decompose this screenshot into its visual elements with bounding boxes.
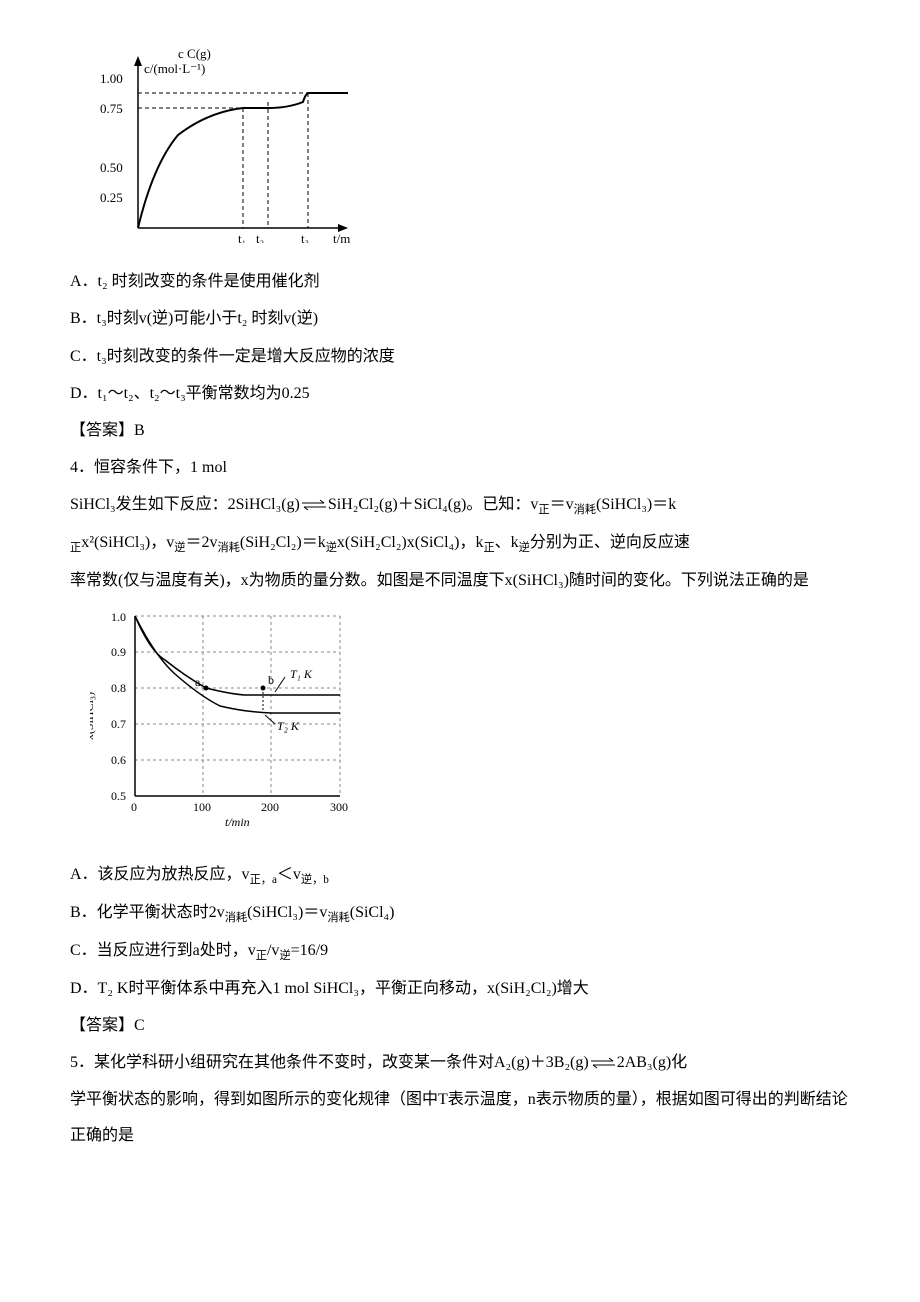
q4-s2b: SiH₂Cl₂(g)＋SiCl₄(g)。已知：v [328,496,539,513]
chart2-ylabel: x(SiHCl₃) [90,692,96,740]
chart-q4-svg: 0.5 0.6 0.7 0.8 0.9 1.0 0 100 200 300 t/… [90,606,360,836]
q4-s3a: x²(SiHCl₃)，v [81,534,174,551]
q4-s3c: (SiH₂Cl₂)＝k [240,534,326,551]
sub-ni3: 逆 [519,542,530,554]
equil-icon [300,487,328,522]
ytick-025: 0.25 [100,190,123,205]
ytick-050: 0.50 [100,160,123,175]
chart-q4: 0.5 0.6 0.7 0.8 0.9 1.0 0 100 200 300 t/… [90,606,850,849]
q4-stem-line2: SiHCl₃发生如下反应：2SiHCl₃(g) SiH₂Cl₂(g)＋SiCl₄(… [70,487,850,523]
chart1-ylabel-unit: c/(mol·L⁻¹) [144,61,205,76]
chart2-t1-arrow [275,677,285,692]
q4-option-d: D．T₂ K时平衡体系中再充入1 mol SiHCl₃，平衡正向移动，x(SiH… [70,971,850,1006]
xtick-t1: t₁ [238,231,246,243]
q4-stem-line1: 4．恒容条件下，1 mol [70,450,850,485]
chart2-t1-label: T₁ K [290,667,313,681]
y-arrow [134,56,142,66]
q3-option-d: D．t₁～t₂、t₂～t₃平衡常数均为0.25 [70,376,850,411]
sub-ni2: 逆 [326,542,337,554]
chart2-curve-t1 [135,616,340,695]
q3-option-b: B．t₃时刻v(逆)可能小于t₂ 时刻v(逆) [70,301,850,336]
chart2-label-a: a [195,675,201,689]
q5-stem-line2: 学平衡状态的影响，得到如图所示的变化规律（图中T表示温度，n表示物质的量），根据… [70,1082,850,1152]
q4-stem-line4: 率常数(仅与温度有关)，x为物质的量分数。如图是不同温度下x(SiHCl₃)随时… [70,563,850,598]
q4-s2d: (SiHCl₃)＝k [596,496,676,513]
q4-s3d: x(SiH₂Cl₂)x(SiCl₄)，k [337,534,484,551]
q4-option-a: A．该反应为放热反应，v正，a＜v逆，b [70,857,850,893]
xtick-t3: t₃ [301,231,309,243]
q3-answer: 【答案】B [70,413,850,448]
ytick2-10: 1.0 [111,610,126,624]
q4c-2: /v [267,942,279,959]
sub-zheng2: 正 [70,542,81,554]
q4a-sub1: 正，a [250,875,277,887]
q4-answer: 【答案】C [70,1008,850,1043]
q4b-sub1: 消耗 [225,912,247,924]
xtick2-100: 100 [193,800,211,814]
q4c-1: C．当反应进行到a处时，v [70,942,256,959]
q4c-sub2: 逆 [279,950,290,962]
chart2-point-a [204,686,209,691]
q3-option-c: C．t₃时刻改变的条件一定是增大反应物的浓度 [70,339,850,374]
chart-q3-svg: c C(g) c/(mol·L⁻¹) 0.25 0.50 0.75 1.00 t… [90,48,350,243]
chart2-curve-t2 [135,616,340,713]
chart2-t2-arrow [265,715,275,724]
q4-s2a: SiHCl₃发生如下反应：2SiHCl₃(g) [70,496,300,513]
chart-q3: c C(g) c/(mol·L⁻¹) 0.25 0.50 0.75 1.00 t… [90,48,850,256]
ytick-075: 0.75 [100,101,123,116]
q3-option-a: A．t₂ 时刻改变的条件是使用催化剂 [70,264,850,299]
q4c-3: =16/9 [291,942,328,959]
chart1-xlabel: t/min [333,231,350,243]
chart2-label-b: b [268,673,274,687]
q4-option-b: B．化学平衡状态时2v消耗(SiHCl₃)＝v消耗(SiCl₄) [70,895,850,931]
xtick2-300: 300 [330,800,348,814]
q4-s3f: 分别为正、逆向反应速 [530,534,690,551]
q5-stem-line1: 5．某化学科研小组研究在其他条件不变时，改变某一条件对A₂(g)＋3B₂(g) 2… [70,1045,850,1080]
chart2-xlabel: t/min [225,815,250,829]
equil-icon-2 [589,1045,617,1080]
q5-s1b: 2AB₃(g)化 [617,1054,687,1071]
chart2-grid [135,616,340,796]
ytick2-09: 0.9 [111,645,126,659]
xtick2-0: 0 [131,800,137,814]
q4-s3e: 、k [495,534,519,551]
xtick2-200: 200 [261,800,279,814]
q4a-sub2: 逆，b [301,875,329,887]
ytick-100: 1.00 [100,71,123,86]
q4a-1: A．该反应为放热反应，v [70,866,250,883]
q4c-sub1: 正 [256,950,267,962]
chart1-ylabel-top: c C(g) [178,48,211,61]
sub-xh2: 消耗 [217,542,239,554]
q4-option-c: C．当反应进行到a处时，v正/v逆=16/9 [70,933,850,969]
ytick2-07: 0.7 [111,717,126,731]
q4b-3: (SiCl₄) [350,904,395,921]
q4a-2: ＜v [277,866,301,883]
xtick-t2: t₂ [256,231,264,243]
ytick2-06: 0.6 [111,753,126,767]
chart2-t2-label: T₂ K [277,719,300,733]
q4-s3b: ＝2v [185,534,217,551]
q4-stem-line3: 正x²(SiHCl₃)，v逆＝2v消耗(SiH₂Cl₂)＝k逆x(SiH₂Cl₂… [70,525,850,561]
sub-xh1: 消耗 [574,505,596,517]
sub-ni1: 逆 [174,542,185,554]
ytick2-05: 0.5 [111,789,126,803]
q4b-1: B．化学平衡状态时2v [70,904,225,921]
ytick2-08: 0.8 [111,681,126,695]
sub-zheng1: 正 [538,505,549,517]
q4b-2: (SiHCl₃)＝v [247,904,327,921]
q5-s1a: 5．某化学科研小组研究在其他条件不变时，改变某一条件对A₂(g)＋3B₂(g) [70,1054,589,1071]
sub-zheng3: 正 [483,542,494,554]
q4b-sub2: 消耗 [327,912,349,924]
q4-s2c: ＝v [550,496,574,513]
